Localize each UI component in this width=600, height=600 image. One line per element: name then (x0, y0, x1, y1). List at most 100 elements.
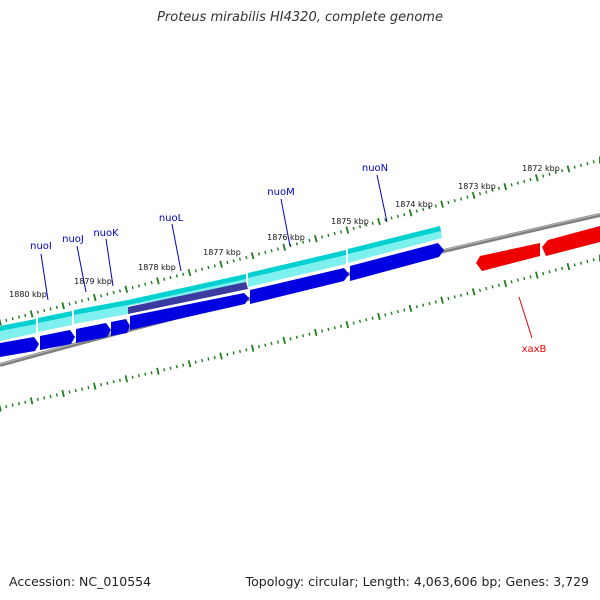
cds-reverse-2[interactable] (40, 330, 75, 350)
outer-tick (201, 267, 204, 271)
outer-tick (592, 160, 595, 164)
gene-label-xaxB[interactable]: xaxB (522, 344, 547, 355)
inner-tick (245, 348, 248, 352)
inner-tick (302, 334, 305, 338)
outer-tick (302, 240, 305, 244)
outer-tick (118, 289, 122, 293)
outer-tick (377, 217, 381, 226)
outer-tick (390, 216, 393, 220)
outer-tick (137, 284, 140, 288)
outer-tick (226, 260, 229, 265)
gene-label-nuoN[interactable]: nuoN (362, 163, 388, 174)
outer-tick (187, 268, 192, 277)
inner-tick (321, 329, 324, 333)
outer-tick (232, 259, 235, 263)
outer-tick (257, 252, 260, 256)
cds-selected[interactable] (128, 282, 248, 314)
outer-tick (0, 318, 2, 326)
inner-tick (390, 311, 393, 315)
inner-tick (371, 316, 374, 320)
cds-reverse-7[interactable] (350, 243, 444, 281)
inner-tick (384, 313, 387, 317)
gene-label-nuoI[interactable]: nuoI (30, 241, 52, 252)
outer-tick (11, 317, 14, 321)
inner-tick (112, 380, 115, 384)
inner-tick (523, 276, 526, 281)
gene-label-nuoM[interactable]: nuoM (267, 187, 294, 198)
inner-tick (36, 397, 39, 401)
gene-label-nuoK[interactable]: nuoK (93, 228, 119, 239)
inner-tick (207, 357, 210, 361)
gene-label-nuoJ[interactable]: nuoJ (62, 234, 84, 245)
inner-tick (408, 304, 413, 313)
outer-tick (466, 195, 469, 199)
inner-tick (257, 345, 260, 349)
inner-tick (503, 279, 508, 288)
inner-tick (358, 319, 362, 323)
inner-tick (592, 258, 595, 262)
kbp-labels: 1880 kbp 1879 kbp 1878 kbp 1877 kbp 1876… (9, 164, 560, 299)
kbp-label: 1876 kbp (267, 233, 305, 242)
cds-red-1[interactable] (476, 243, 540, 271)
inner-tick (573, 263, 576, 267)
outer-tick (55, 305, 58, 309)
inner-tick (169, 366, 172, 370)
outer-tick (321, 235, 324, 239)
inner-tick (270, 341, 273, 346)
inner-tick (535, 271, 539, 279)
cds-red-2[interactable] (542, 226, 600, 256)
outer-tick (548, 172, 551, 176)
outer-tick (308, 238, 311, 243)
cds-reverse-5[interactable] (130, 293, 249, 330)
outer-tick (352, 226, 355, 231)
outer-tick (403, 213, 406, 217)
outer-tick (345, 226, 350, 234)
outer-tick (245, 255, 248, 260)
outer-tick (340, 230, 343, 234)
inner-tick (68, 390, 71, 394)
gene-labels: nuoI nuoJ nuoK nuoL nuoM nuoN xaxB (30, 163, 546, 355)
outer-tick (529, 177, 532, 182)
outer-tick (503, 183, 508, 191)
red-cds-track (476, 226, 600, 271)
outer-tick (422, 207, 425, 212)
inner-tick (276, 340, 279, 344)
kbp-label: 1877 kbp (203, 248, 241, 257)
inner-tick (264, 343, 267, 347)
cds-reverse-6[interactable] (250, 268, 349, 304)
inner-tick (365, 318, 368, 322)
cds-reverse-3[interactable] (76, 323, 111, 343)
outer-tick (516, 181, 519, 185)
inner-tick (182, 363, 185, 367)
inner-tick (333, 326, 336, 330)
forward-cds-track (0, 226, 442, 341)
inner-tick (460, 293, 463, 297)
outer-tick (471, 191, 476, 200)
outer-tick (24, 313, 27, 318)
inner-tick (471, 288, 476, 296)
inner-tick (428, 301, 431, 306)
inner-tick (478, 288, 482, 292)
tick-layer (0, 156, 600, 412)
genome-summary-text: Topology: circular; Length: 4,063,606 bp… (245, 574, 589, 589)
inner-tick (0, 404, 2, 412)
outer-tick (573, 165, 576, 169)
outer-tick (295, 242, 298, 246)
cds-reverse-1[interactable] (0, 337, 39, 357)
outer-tick (43, 309, 46, 313)
inner-tick (327, 327, 330, 331)
inner-tick (11, 403, 14, 407)
inner-tick (548, 270, 551, 274)
kbp-label: 1873 kbp (458, 182, 496, 191)
outer-tick (365, 223, 368, 227)
inner-tick (510, 280, 513, 284)
inner-tick (74, 388, 77, 393)
cds-reverse-4[interactable] (111, 319, 130, 336)
outer-tick (428, 206, 431, 210)
inner-tick (201, 358, 204, 363)
inner-tick (175, 365, 178, 369)
outer-tick (144, 282, 147, 286)
kbp-label: 1874 kbp (395, 200, 433, 209)
gene-label-nuoL[interactable]: nuoL (159, 213, 184, 224)
